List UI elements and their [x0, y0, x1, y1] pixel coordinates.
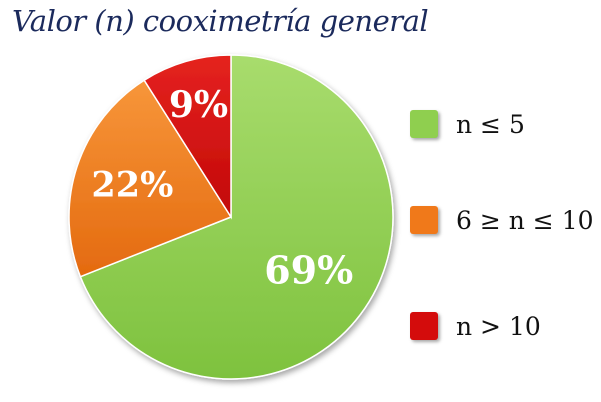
slice-n-gt-10	[143, 54, 232, 220]
slice-6-to-10	[68, 79, 233, 278]
legend-label: n ≤ 5	[456, 109, 525, 139]
slice-value-label: 9%	[169, 84, 228, 126]
legend-label: n > 10	[456, 311, 541, 341]
legend-item-n-gt-10: n > 10	[410, 308, 600, 344]
slice-value-label: 22%	[91, 164, 173, 205]
chart-title: Valor (n) cooximetría general	[12, 4, 429, 38]
legend-swatch-red	[410, 312, 438, 340]
legend-item-6-to-10: 6 ≥ n ≤ 10	[410, 202, 600, 238]
legend-item-n-le-5: n ≤ 5	[410, 106, 600, 142]
legend-label: 6 ≥ n ≤ 10	[456, 205, 594, 235]
slice-n-le-5	[79, 54, 394, 380]
legend-swatch-green	[410, 110, 438, 138]
legend-swatch-orange	[410, 206, 438, 234]
slice-value-label: 69%	[264, 247, 353, 292]
